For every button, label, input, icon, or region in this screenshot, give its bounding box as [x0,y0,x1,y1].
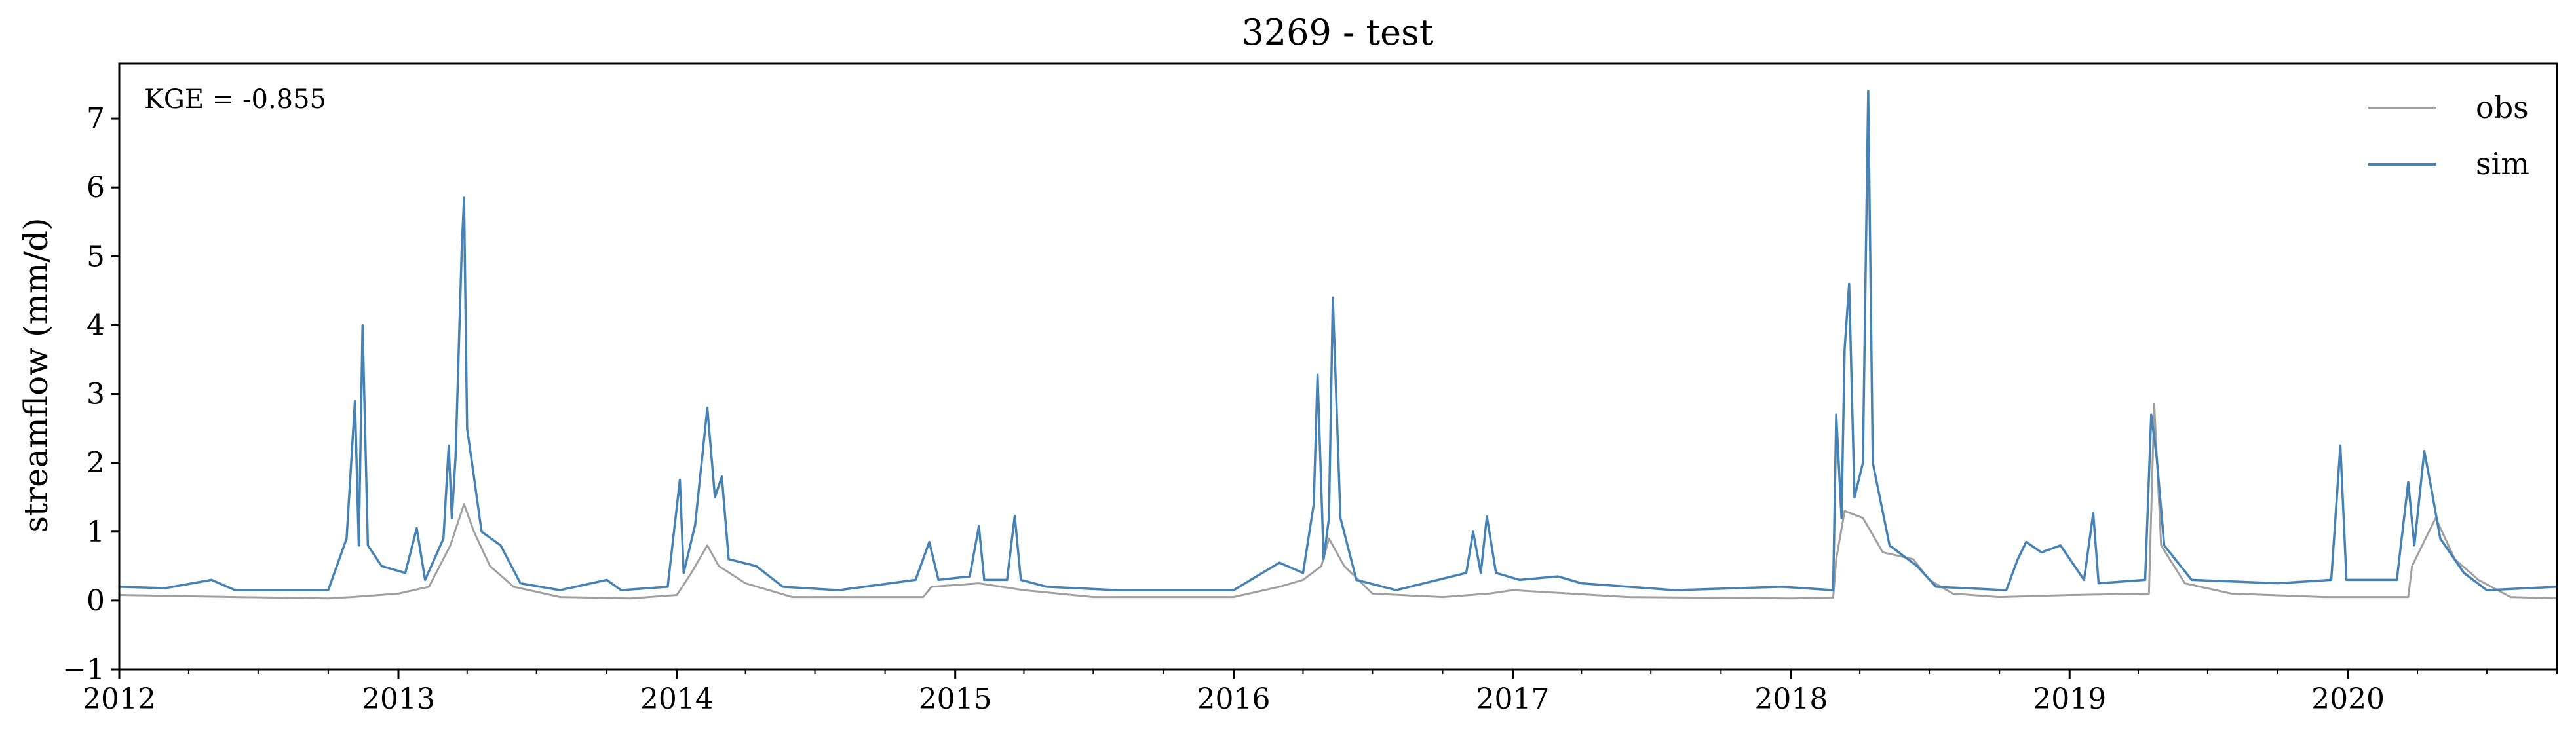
y-tick-label: 6 [87,171,105,204]
y-tick-label: 4 [87,308,105,342]
x-tick-label: 2012 [83,682,156,716]
y-tick-label: 1 [87,515,105,549]
axis-ticks: −1 0 1 2 3 4 5 6 7 2012 2013 2014 2015 2016 2017 2018 20… [62,102,2558,716]
y-tick-label: 0 [87,584,105,618]
x-tick-label: 2020 [2311,682,2385,716]
legend-label-sim: sim [2476,146,2529,181]
x-tick-label: 2013 [362,682,435,716]
x-tick-label: 2019 [2033,682,2106,716]
x-tick-label: 2018 [1754,682,1828,716]
plot-frame [118,62,2558,671]
x-tick-label: 2017 [1476,682,1550,716]
x-tick-label: 2014 [640,682,714,716]
kge-annotation: KGE = -0.855 [144,84,326,115]
series-line-obs [119,403,2558,600]
series-line-sim [119,90,2558,591]
y-tick-label: −1 [62,653,105,686]
legend-label-obs: obs [2476,90,2529,125]
legend: obs sim [2368,90,2529,181]
y-tick-label: 5 [87,240,105,273]
y-tick-label: 3 [87,378,105,411]
x-tick-label: 2015 [919,682,992,716]
y-tick-label: 2 [87,447,105,480]
y-tick-label: 7 [87,102,105,136]
plot-area [119,90,2558,600]
chart-title: 3269 - test [1241,12,1433,53]
y-axis-label: streamflow (mm/d) [17,217,55,532]
x-tick-label: 2016 [1197,682,1271,716]
